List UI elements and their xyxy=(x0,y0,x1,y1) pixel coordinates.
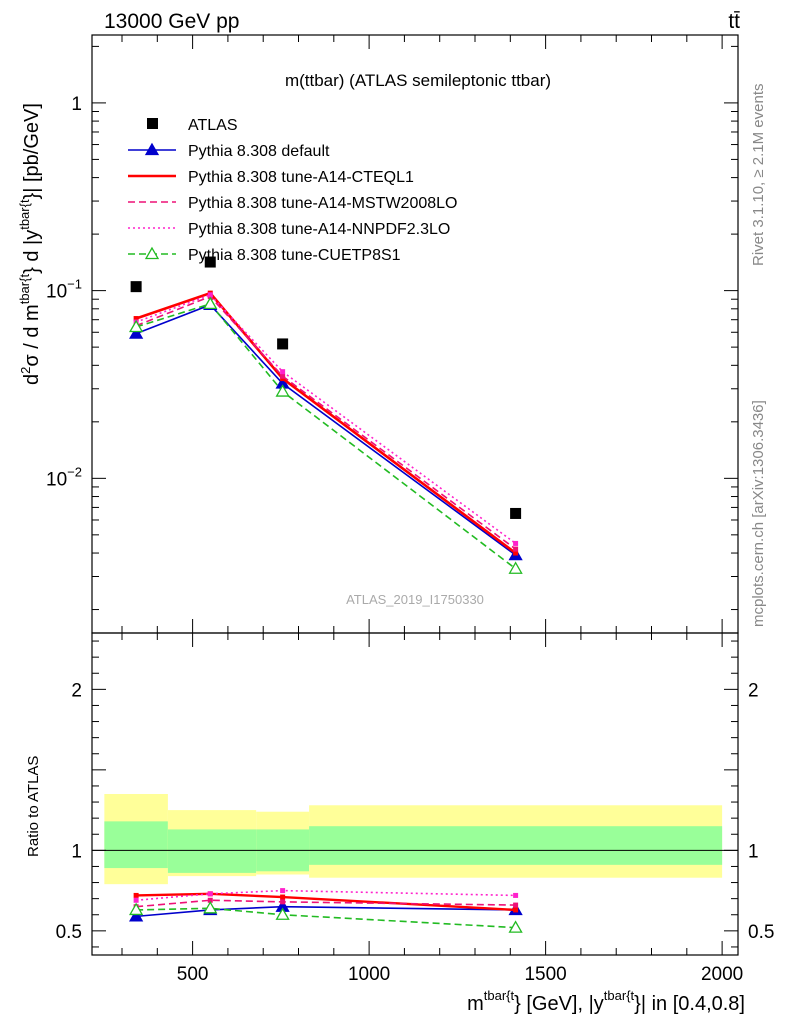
upper-panel-frame: 1 10−1 10−2 xyxy=(46,34,739,634)
series-line-3 xyxy=(135,293,517,545)
ratio-line-0 xyxy=(136,905,516,918)
ratio-line-4 xyxy=(136,907,516,929)
ratio-point-1 xyxy=(280,894,286,900)
ratio-line-2 xyxy=(136,899,516,908)
analysis-watermark: ATLAS_2019_I1750330 xyxy=(346,592,484,607)
lower-y-tick-label-right: 2 xyxy=(748,680,759,701)
ratio-point-3 xyxy=(280,888,286,894)
uncertainty-band-inner-0 xyxy=(104,821,168,869)
upper-y-tick-label: 1 xyxy=(71,94,82,115)
legend-label-1: Pythia 8.308 tune-A14-CTEQL1 xyxy=(188,169,414,186)
lower-y-tick-label-right: 1 xyxy=(748,841,759,862)
ratio-point-4 xyxy=(508,920,523,933)
rivet-label: Rivet 3.1.10, ≥ 2.1M events xyxy=(750,84,767,267)
lower-y-axis-label: Ratio to ATLAS xyxy=(25,756,42,857)
upper-y-axis-label: d2σ / d mtbar{t} d |ytbar{t}| [pb/GeV] xyxy=(17,103,43,385)
x-tick-label-1500: 1500 xyxy=(524,964,566,985)
series-point-4 xyxy=(203,296,218,310)
series-line-2 xyxy=(135,295,517,550)
series-line-0 xyxy=(135,303,517,556)
ratio-point-4 xyxy=(129,902,144,916)
ratio-point-0 xyxy=(129,909,144,922)
series-point-4 xyxy=(129,319,144,333)
legend-label-2: Pythia 8.308 tune-A14-MSTW2008LO xyxy=(188,195,457,212)
mcplots-label: mcplots.cern.ch [arXiv:1306.3436] xyxy=(750,400,767,627)
data-point-1 xyxy=(204,256,216,268)
upper-y-tick-label: 10−1 xyxy=(46,277,82,303)
lower-y-tick-label-right: 0.5 xyxy=(748,922,774,943)
series-point-4 xyxy=(508,561,523,574)
legend-label-3: Pythia 8.308 tune-A14-NNPDF2.3LO xyxy=(188,221,450,238)
uncertainty-band-inner-3 xyxy=(309,826,723,865)
series-point-1 xyxy=(513,550,519,556)
x-axis-label: mtbar{t} [GeV], |ytbar{t}| in [0.4,0.8] xyxy=(467,988,745,1015)
uncertainty-band-inner-1 xyxy=(167,829,257,873)
ratio-point-4 xyxy=(275,907,290,920)
series-point-2 xyxy=(513,546,519,552)
upper-y-tick-label: 10−2 xyxy=(46,464,82,490)
ratio-line-3 xyxy=(136,889,516,902)
x-tick-label-1000: 1000 xyxy=(348,964,390,985)
ratio-point-3 xyxy=(133,897,139,903)
lower-series-layer xyxy=(129,888,523,933)
process-label: 13000 GeV pp xyxy=(104,10,239,33)
ratio-point-3 xyxy=(513,892,519,898)
legend-label-data: ATLAS xyxy=(188,117,238,134)
series-point-3 xyxy=(207,292,213,298)
ratio-point-1 xyxy=(133,892,139,898)
lower-y-tick-label-left: 1 xyxy=(71,841,82,862)
chart-title: m(ttbar) (ATLAS semileptonic ttbar) xyxy=(285,71,551,90)
ratio-point-2 xyxy=(280,899,286,905)
series-point-0 xyxy=(129,326,144,339)
series-point-3 xyxy=(280,369,286,375)
data-point-0 xyxy=(130,281,142,293)
data-point-3 xyxy=(510,507,522,519)
series-point-1 xyxy=(133,316,139,322)
x-tick-label-500: 500 xyxy=(177,964,209,985)
ratio-point-4 xyxy=(203,900,218,914)
series-point-2 xyxy=(280,373,286,379)
lower-y-tick-label-left: 0.5 xyxy=(56,922,82,943)
ratio-point-2 xyxy=(207,897,213,903)
legend: ATLAS Pythia 8.308 default Pythia 8.308 tu… xyxy=(128,117,457,264)
lower-y-tick-label-left: 2 xyxy=(71,680,82,701)
legend-marker-data xyxy=(147,118,158,129)
lower-panel-bands xyxy=(92,794,738,885)
series-point-3 xyxy=(513,540,519,546)
series-point-4 xyxy=(275,384,290,397)
legend-label-4: Pythia 8.308 tune-CUETP8S1 xyxy=(188,247,401,264)
ratio-line-1 xyxy=(136,892,516,912)
ratio-point-1 xyxy=(513,907,519,913)
data-point-2 xyxy=(277,338,289,350)
lower-frame-border xyxy=(91,632,739,956)
legend-label-0: Pythia 8.308 default xyxy=(188,143,330,160)
legend-marker-4 xyxy=(144,246,160,260)
ratio-point-2 xyxy=(513,902,519,908)
final-state-label: tt̄ xyxy=(728,10,740,33)
legend-marker-0 xyxy=(144,142,160,156)
ratio-point-3 xyxy=(207,891,213,897)
upper-series-layer xyxy=(129,256,523,574)
x-tick-label-2000: 2000 xyxy=(701,964,743,985)
series-line-4 xyxy=(135,302,517,570)
